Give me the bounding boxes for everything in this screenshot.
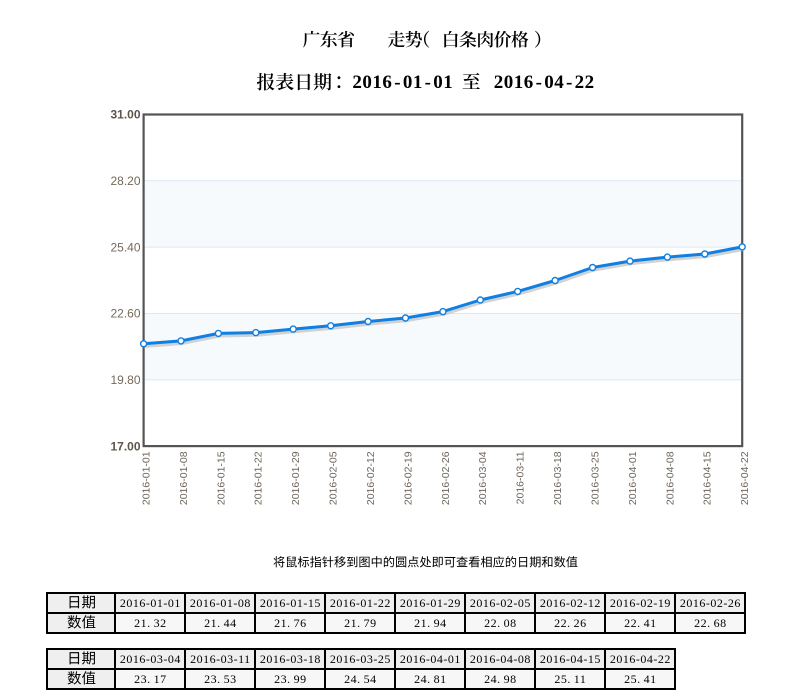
svg-text:2016-01-29: 2016-01-29 — [290, 451, 302, 505]
svg-text:2016-01-22: 2016-01-22 — [253, 451, 265, 505]
svg-text:22.60: 22.60 — [110, 307, 140, 321]
svg-text:2016-01-08: 2016-01-08 — [178, 451, 190, 505]
svg-text:17.00: 17.00 — [110, 439, 140, 453]
svg-text:2016-02-26: 2016-02-26 — [440, 451, 452, 505]
svg-text:25.40: 25.40 — [110, 240, 140, 254]
svg-text:2016-03-04: 2016-03-04 — [477, 451, 489, 505]
svg-text:2016-03-11: 2016-03-11 — [515, 451, 527, 504]
svg-text:2016-02-19: 2016-02-19 — [402, 451, 414, 505]
svg-text:2016-02-12: 2016-02-12 — [365, 451, 377, 505]
svg-text:2016-02-05: 2016-02-05 — [328, 451, 340, 505]
svg-text:2016-04-22: 2016-04-22 — [739, 451, 751, 505]
svg-text:28.20: 28.20 — [110, 174, 140, 188]
svg-text:2016-03-25: 2016-03-25 — [590, 451, 602, 505]
svg-text:31.00: 31.00 — [110, 108, 140, 122]
svg-text:2016-01-15: 2016-01-15 — [215, 451, 227, 505]
svg-text:19.80: 19.80 — [110, 373, 140, 387]
svg-text:2016-03-18: 2016-03-18 — [552, 451, 564, 505]
svg-text:2016-04-08: 2016-04-08 — [664, 451, 676, 505]
svg-text:2016-04-15: 2016-04-15 — [702, 451, 714, 505]
svg-text:2016-01-01: 2016-01-01 — [141, 451, 153, 505]
svg-text:2016-04-01: 2016-04-01 — [627, 451, 639, 505]
